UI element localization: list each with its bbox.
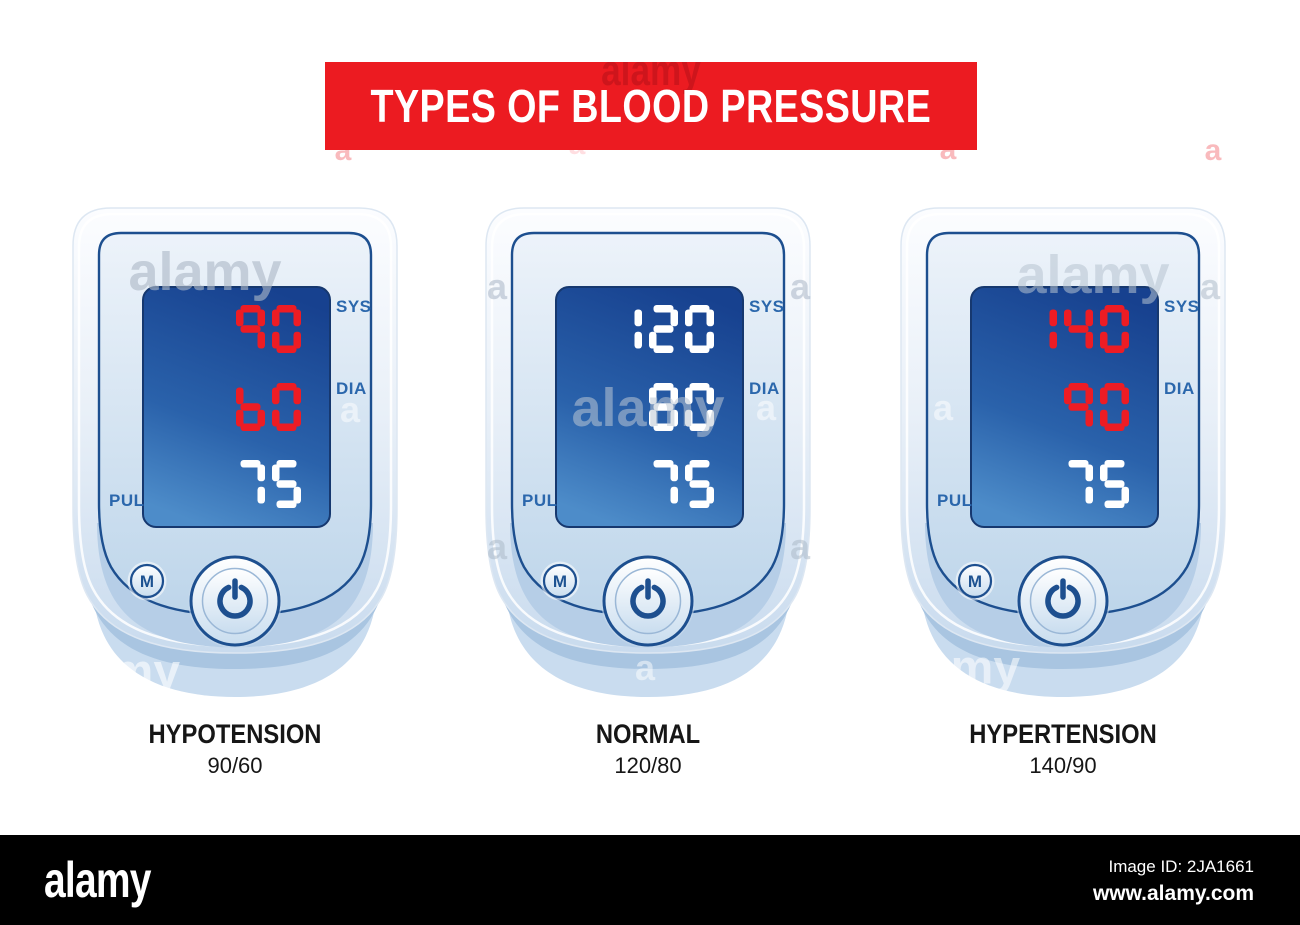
monitor-caption: HYPOTENSION 90/60	[65, 719, 405, 779]
condition-name: HYPERTENSION	[969, 719, 1157, 749]
page-title: TYPES OF BLOOD PRESSURE	[370, 80, 932, 132]
seven-segment-digit	[685, 460, 714, 508]
monitor-caption: NORMAL 120/80	[478, 719, 818, 779]
seven-segment-digit	[649, 305, 678, 353]
pul-label: PUL	[109, 491, 145, 510]
condition-name: NORMAL	[595, 719, 701, 749]
alamy-logo: alamy	[44, 852, 151, 908]
condition-ratio: 90/60	[207, 753, 263, 778]
title-banner: alamy TYPES OF BLOOD PRESSURE	[325, 62, 977, 150]
power-icon	[630, 578, 666, 619]
seven-segment-digit	[634, 309, 642, 349]
condition-name: HYPOTENSION	[148, 719, 322, 749]
memory-button	[957, 563, 993, 599]
pul-display	[236, 460, 301, 508]
seven-segment-digit	[1100, 460, 1129, 508]
footer-info: Image ID: 2JA1661 www.alamy.com	[1093, 857, 1254, 906]
seven-segment-digit	[685, 305, 714, 353]
seven-segment-digit	[1068, 460, 1093, 504]
seven-segment-digit	[272, 383, 301, 431]
sys-display	[1028, 305, 1129, 353]
sys-display	[236, 305, 301, 353]
dia-display	[236, 383, 301, 431]
website-text: www.alamy.com	[1092, 882, 1254, 905]
memory-button	[542, 563, 578, 599]
sys-label: SYS	[749, 297, 785, 316]
seven-segment-digit	[1064, 383, 1093, 427]
pul-display	[1064, 460, 1129, 508]
watermark-text: a	[1204, 134, 1222, 167]
seven-segment-digit	[236, 305, 265, 349]
seven-segment-digit	[1049, 309, 1057, 349]
memory-button-label: M	[140, 572, 154, 591]
seven-segment-digit	[240, 460, 265, 504]
bp-monitor-1: M SYS DIA PUL NORMAL 120/80	[478, 203, 818, 783]
seven-segment-digit	[649, 383, 678, 431]
seven-segment-digit	[272, 305, 301, 353]
sys-label: SYS	[1164, 297, 1200, 316]
memory-button	[129, 563, 165, 599]
banner-watermark: alamy	[601, 62, 701, 95]
memory-button-label: M	[553, 572, 567, 591]
bp-monitor-0: M SYS DIA PUL HYPOTENSION 90/60	[65, 203, 405, 783]
dia-display	[1064, 383, 1129, 431]
dia-label: DIA	[749, 379, 780, 398]
memory-button-label: M	[968, 572, 982, 591]
sys-display	[613, 305, 714, 353]
monitor-caption: HYPERTENSION 140/90	[893, 719, 1233, 779]
seven-segment-digit	[1064, 309, 1093, 349]
bp-monitor-illustration: M	[900, 207, 1226, 697]
power-button-inner	[201, 567, 269, 635]
image-id-text: Image ID: 2JA1661	[1108, 857, 1254, 876]
pul-display	[649, 460, 714, 508]
power-button-inner	[1029, 567, 1097, 635]
seven-segment-digit	[272, 460, 301, 508]
dia-label: DIA	[336, 379, 367, 398]
bp-monitor-illustration: M	[485, 207, 811, 697]
condition-ratio: 120/80	[614, 753, 682, 778]
seven-segment-digit	[685, 383, 714, 431]
footer-bar: alamy Image ID: 2JA1661 www.alamy.com	[0, 835, 1300, 925]
bp-monitor-2: M SYS DIA PUL HYPERTENSION 140/90	[893, 203, 1233, 783]
seven-segment-digit	[653, 460, 678, 504]
seven-segment-digit	[1100, 305, 1129, 353]
sys-label: SYS	[336, 297, 372, 316]
dia-label: DIA	[1164, 379, 1195, 398]
power-button-inner	[614, 567, 682, 635]
power-icon	[217, 578, 253, 619]
seven-segment-digit	[1100, 383, 1129, 431]
pul-label: PUL	[522, 491, 558, 510]
pul-label: PUL	[937, 491, 973, 510]
seven-segment-digit	[236, 387, 265, 431]
power-icon	[1045, 578, 1081, 619]
dia-display	[649, 383, 714, 431]
bp-monitor-illustration: M	[72, 207, 398, 697]
condition-ratio: 140/90	[1029, 753, 1097, 778]
